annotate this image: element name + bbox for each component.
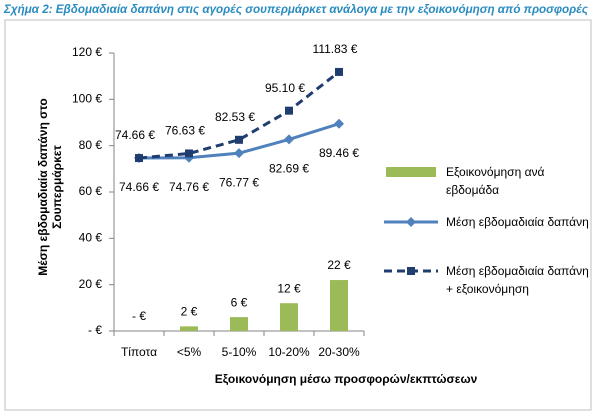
data-label: 74.66 € <box>119 180 159 194</box>
y-tick-label: 80 € <box>79 138 103 152</box>
data-label: - € <box>132 309 146 323</box>
marker <box>335 67 343 76</box>
data-label: 82.69 € <box>269 162 309 176</box>
marker <box>334 118 344 129</box>
y-tick-label: - € <box>88 323 102 337</box>
x-tick-label: 20-30% <box>318 345 360 359</box>
marker <box>234 148 244 159</box>
data-label: 76.77 € <box>219 175 259 189</box>
marker <box>185 149 193 158</box>
legend-swatch <box>386 167 436 177</box>
chart-title: Σχήμα 2: Εβδομαδιαία δαπάνη στις αγορές … <box>3 2 589 16</box>
bar <box>280 303 298 331</box>
data-label: 22 € <box>327 258 351 272</box>
marker <box>284 134 294 145</box>
marker <box>235 135 243 144</box>
data-label: 89.46 € <box>319 146 359 160</box>
y-axis-title: Μέση εβδομαδιαία δαπάνη στο Σουπερμάρκετ <box>36 98 64 276</box>
data-label: 12 € <box>277 281 301 295</box>
y-tick-label: 120 € <box>72 45 102 59</box>
data-label: 6 € <box>231 295 248 309</box>
data-label: 74.76 € <box>169 180 209 194</box>
x-tick-label: 5-10% <box>222 345 257 359</box>
y-tick-label: 40 € <box>79 231 103 245</box>
data-label: 82.53 € <box>215 110 255 124</box>
y-tick-label: 20 € <box>79 277 103 291</box>
bar <box>180 326 198 331</box>
bar <box>230 317 248 331</box>
bar <box>330 280 348 331</box>
data-label: 95.10 € <box>265 81 305 95</box>
legend-label: Εξοικονόμηση ανά εβδομάδα <box>446 165 545 197</box>
data-label: 111.83 € <box>313 42 358 56</box>
data-label: 74.66 € <box>115 128 155 142</box>
marker <box>285 106 293 115</box>
x-tick-label: <5% <box>177 345 202 359</box>
x-tick-label: 10-20% <box>268 345 310 359</box>
line <box>138 70 340 160</box>
y-tick-label: 60 € <box>79 184 103 198</box>
x-axis-title: Εξοικονόμηση μέσω προσφορών/εκπτώσεων <box>215 372 478 386</box>
marker <box>407 267 415 275</box>
marker <box>406 217 416 227</box>
legend-label: Μέση εβδομαδιαία δαπάνη <box>446 215 589 229</box>
x-tick-label: Τίποτα <box>121 345 157 359</box>
data-label: 76.63 € <box>165 124 205 138</box>
legend-label: Μέση εβδομαδιαία δαπάνη + εξοικονόμηση <box>446 264 589 296</box>
data-label: 2 € <box>181 305 198 319</box>
y-tick-label: 100 € <box>72 92 102 106</box>
chart-frame <box>4 19 592 411</box>
marker <box>135 154 143 163</box>
